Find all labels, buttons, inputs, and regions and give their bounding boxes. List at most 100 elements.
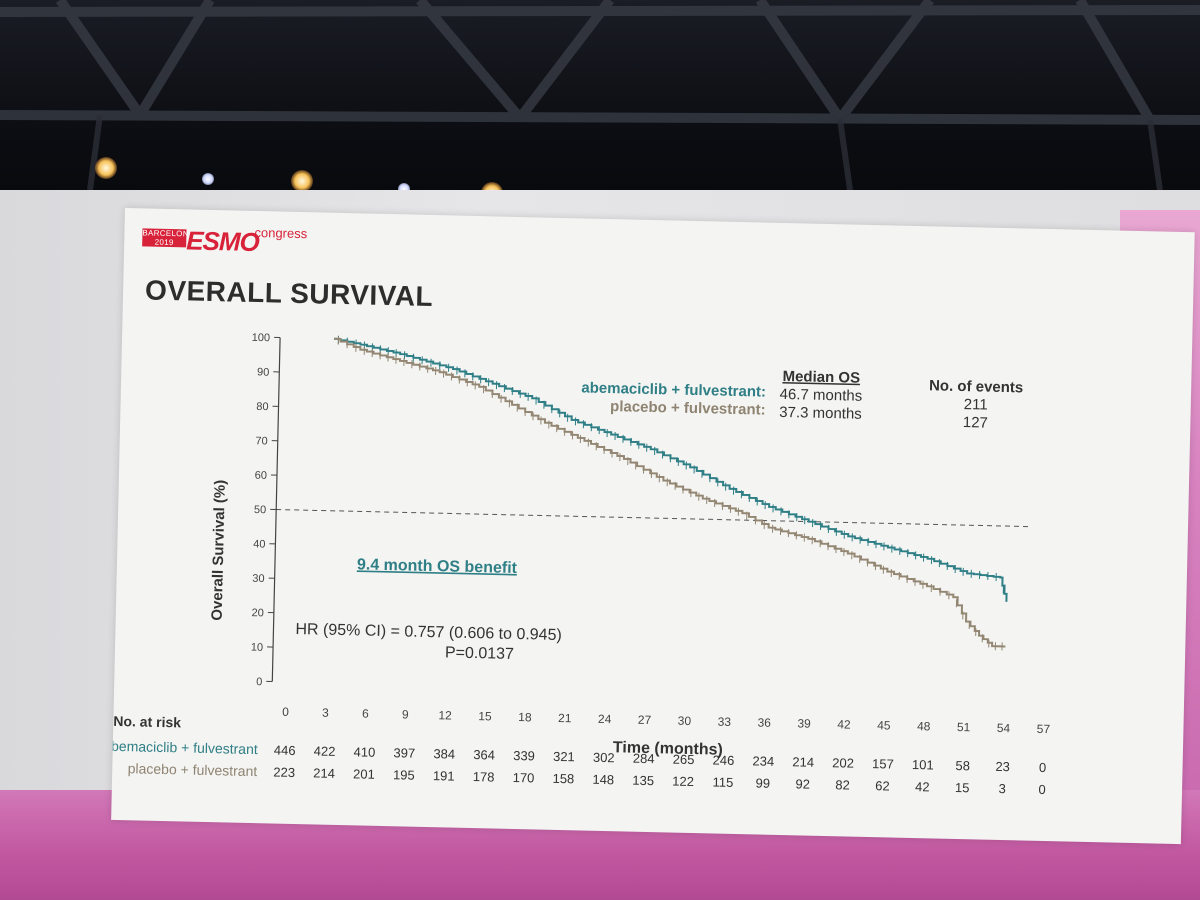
risk-value: 122	[672, 774, 694, 789]
y-tick-label: 60	[255, 470, 268, 482]
legend-header-median: Median OS	[782, 368, 860, 387]
risk-value: 446	[274, 743, 296, 758]
ceiling-truss	[0, 0, 1200, 191]
risk-value: 0	[1038, 782, 1046, 797]
y-tick-label: 90	[257, 366, 270, 378]
risk-value: 191	[433, 768, 455, 783]
risk-value: 364	[473, 747, 495, 762]
risk-value: 148	[592, 772, 614, 787]
risk-value: 15	[955, 780, 970, 795]
risk-value: 339	[513, 748, 535, 763]
y-axis	[271, 337, 281, 682]
x-axis-label: Time (months)	[613, 739, 723, 758]
risk-value: 201	[353, 766, 375, 781]
risk-table-values: 446 422 410 397 384 364 339 321 302 284 265 246 234 2…	[273, 743, 1046, 798]
series-abemaciclib	[333, 335, 1008, 602]
os-benefit-annotation: 9.4 month OS benefit	[357, 556, 518, 577]
x-tick-label: 30	[678, 714, 692, 728]
risk-value: 115	[712, 774, 733, 789]
x-tick-label: 6	[362, 707, 369, 721]
risk-value: 422	[314, 743, 336, 758]
risk-value: 321	[553, 749, 575, 764]
risk-value: 223	[273, 765, 295, 780]
presentation-slide: BARCELONA 2019 ESMO congress OVERALL SUR…	[111, 208, 1195, 845]
risk-value: 214	[792, 754, 814, 769]
y-axis-label: Overall Survival (%)	[209, 480, 229, 621]
x-tick-label: 24	[598, 712, 612, 726]
x-tick-label: 42	[837, 717, 851, 731]
risk-value: 202	[832, 755, 854, 770]
risk-value: 58	[955, 758, 970, 773]
x-tick-label: 18	[518, 710, 532, 724]
y-tick-label: 50	[254, 504, 267, 516]
risk-value: 92	[795, 776, 810, 791]
risk-value: 234	[752, 753, 774, 768]
hazard-ratio-annotation: HR (95% CI) = 0.757 (0.606 to 0.945)	[295, 621, 562, 644]
x-tick-label: 12	[438, 708, 452, 722]
reference-layer	[276, 509, 1029, 528]
series-placebo	[333, 336, 1006, 651]
risk-table-header: No. at risk	[113, 713, 181, 731]
risk-value: 0	[1039, 760, 1047, 775]
y-tick-label: 0	[256, 676, 262, 688]
x-tick-label: 27	[638, 713, 652, 727]
risk-value: 302	[593, 750, 615, 765]
x-tick-label: 57	[1037, 722, 1051, 736]
series	[333, 335, 1008, 651]
x-tick-label: 51	[957, 720, 971, 734]
risk-value: 62	[875, 778, 890, 793]
risk-value: 3	[998, 781, 1006, 796]
y-tick-label: 30	[252, 573, 265, 585]
risk-value: 157	[872, 756, 894, 771]
legend-abema-events: 211	[964, 396, 988, 414]
y-tick-label: 20	[251, 607, 264, 619]
x-tick-label: 36	[757, 715, 771, 729]
risk-value: 101	[912, 757, 934, 772]
risk-value: 42	[915, 779, 930, 794]
x-tick-label: 39	[797, 716, 811, 730]
risk-value: 170	[513, 770, 535, 785]
y-tick-label: 10	[251, 642, 264, 654]
risk-value: 99	[755, 775, 770, 790]
x-ticks: 0 3 6 9 12 15 18 21 24 27 30 33 36 39 42 45 48 51 54 57	[282, 705, 1050, 736]
risk-value: 284	[633, 751, 655, 766]
risk-row-abema-name: abemaciclib + fulvestrant	[111, 738, 258, 758]
y-ticks: 0 10 20 30 40 50 60 70 80 90 100	[251, 332, 281, 688]
risk-value: 410	[353, 744, 375, 759]
x-tick-label: 45	[877, 718, 891, 732]
risk-row-placebo-name: placebo + fulvestrant	[128, 760, 258, 779]
risk-value: 384	[433, 746, 455, 761]
y-tick-label: 100	[252, 332, 271, 344]
stage-light	[95, 157, 117, 179]
legend-abema-name: abemaciclib + fulvestrant:	[581, 379, 766, 400]
x-tick-label: 48	[917, 719, 931, 733]
risk-value: 214	[313, 765, 335, 780]
risk-value: 195	[393, 767, 415, 782]
x-tick-label: 54	[997, 721, 1011, 735]
x-tick-label: 0	[282, 705, 289, 719]
x-tick-label: 21	[558, 711, 572, 725]
p-value-annotation: P=0.0137	[445, 644, 514, 663]
y-tick-label: 80	[256, 401, 269, 413]
median-reference-line	[276, 509, 1029, 528]
risk-value: 23	[995, 759, 1010, 774]
legend-placebo-name: placebo + fulvestrant:	[610, 398, 766, 419]
legend-placebo-median: 37.3 months	[779, 404, 862, 423]
x-tick-label: 15	[478, 709, 492, 723]
legend-placebo-events: 127	[963, 414, 988, 432]
risk-value: 178	[473, 769, 495, 784]
x-tick-label: 33	[718, 715, 732, 729]
legend-abema-median: 46.7 months	[779, 386, 862, 405]
legend-header-events: No. of events	[929, 377, 1024, 396]
x-tick-label: 9	[402, 707, 409, 721]
risk-value: 246	[712, 752, 734, 767]
stage-light	[202, 173, 214, 185]
stage-light	[291, 170, 313, 192]
risk-value: 82	[835, 777, 850, 792]
risk-value: 265	[673, 752, 695, 767]
x-tick-label: 3	[322, 706, 329, 720]
y-tick-label: 70	[255, 435, 268, 447]
risk-value: 158	[552, 771, 574, 786]
